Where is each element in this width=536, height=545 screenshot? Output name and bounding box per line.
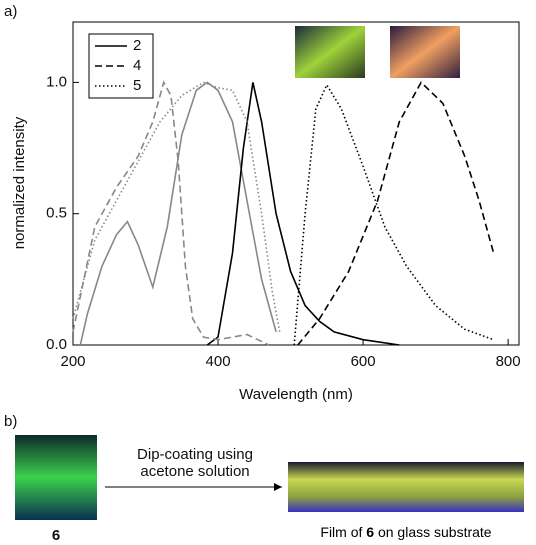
compound-label: 6 xyxy=(52,527,60,544)
x-tick-label: 200 xyxy=(60,353,85,370)
legend-label: 4 xyxy=(133,57,141,74)
plot-frame xyxy=(72,21,520,346)
arrow-head xyxy=(274,483,282,491)
spectrum-line xyxy=(79,81,277,346)
y-tick-label: 0.0 xyxy=(46,336,67,353)
arrow-text: acetone solution xyxy=(140,463,249,480)
x-tick-label: 600 xyxy=(351,353,376,370)
x-tick-label: 400 xyxy=(206,353,231,370)
spectrum-line xyxy=(72,80,270,346)
spectrum-line xyxy=(206,82,400,346)
y-tick-label: 1.0 xyxy=(46,73,67,90)
caption-text: on glass substrate xyxy=(377,524,492,540)
panel-label: b) xyxy=(4,413,17,430)
photo xyxy=(288,462,524,512)
x-tick-label: 800 xyxy=(496,353,521,370)
spectrum-line xyxy=(72,81,281,333)
legend-label: 5 xyxy=(133,77,141,94)
x-axis-label: Wavelength (nm) xyxy=(239,386,353,403)
caption-text: Film of xyxy=(320,524,363,540)
panel-label: a) xyxy=(4,3,17,20)
caption: Film of 6 on glass substrate xyxy=(288,524,524,540)
photo xyxy=(390,26,460,78)
spectrum-line xyxy=(297,81,495,346)
arrow-text: Dip-coating using xyxy=(137,446,253,463)
photo xyxy=(15,435,97,520)
spectrum-line xyxy=(293,83,494,346)
photo xyxy=(295,26,365,78)
compound-label: 6 xyxy=(366,524,375,540)
y-tick-label: 0.5 xyxy=(46,205,67,222)
y-axis-label: normalized intensity xyxy=(11,116,28,249)
legend-label: 2 xyxy=(133,37,141,54)
